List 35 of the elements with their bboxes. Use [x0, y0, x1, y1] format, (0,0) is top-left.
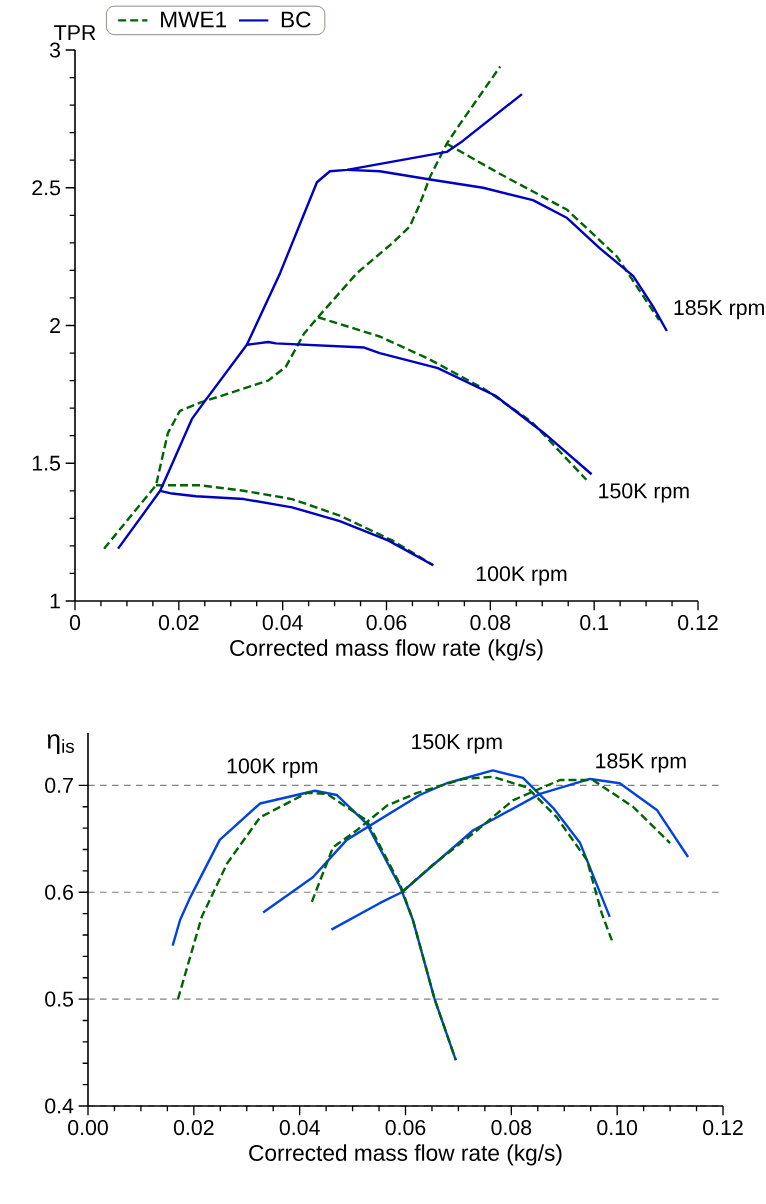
annotation: 185K rpm [596, 753, 686, 773]
y-tick-label: 1.5 [32, 455, 61, 471]
x-tick-label: 0.06 [385, 1120, 426, 1136]
x-axis-title: Corrected mass flow rate (kg/s) [230, 639, 543, 661]
y-tick-label: 0.4 [45, 1098, 74, 1114]
x-tick-label: 0.08 [491, 1120, 532, 1136]
x-tick-label: 0.06 [366, 615, 407, 631]
legend-label: BC [281, 11, 311, 28]
x-tick-label: 0.00 [68, 1120, 108, 1136]
x-tick-label: 0.02 [158, 615, 199, 631]
x-tick-label: 0.08 [470, 615, 511, 631]
annotation: 100K rpm [476, 566, 567, 586]
y-tick-label: 0.5 [45, 991, 74, 1007]
y-tick-label: 2.5 [32, 180, 61, 196]
annotation: 185K rpm [674, 300, 764, 320]
y-tick-label: 0.6 [45, 884, 74, 900]
x-axis-title: Corrected mass flow rate (kg/s) [249, 1144, 562, 1166]
x-tick-label: 0.04 [262, 615, 303, 631]
y-axis-title: TPR [54, 25, 96, 40]
legend-label: MWE1 [161, 11, 227, 28]
y-tick-label: 0.7 [45, 777, 73, 793]
y-tick-label: 1 [50, 593, 60, 609]
x-tick-label: 0.1 [580, 615, 608, 631]
annotation: 100K rpm [227, 758, 318, 778]
y-tick-label: 3 [49, 42, 61, 58]
annotation: 150K rpm [412, 734, 502, 754]
x-tick-label: 0.12 [703, 1120, 743, 1136]
x-tick-label: 0.04 [279, 1120, 320, 1136]
annotation: 150K rpm [599, 483, 689, 503]
y-axis-title: η$_{is}$ [47, 734, 74, 755]
y-tick-label: 2 [50, 318, 60, 333]
x-tick-label: 0.02 [173, 1120, 214, 1136]
x-tick-label: 0 [69, 615, 81, 631]
x-tick-label: 0.10 [597, 1120, 638, 1136]
x-tick-label: 0.12 [678, 615, 718, 631]
